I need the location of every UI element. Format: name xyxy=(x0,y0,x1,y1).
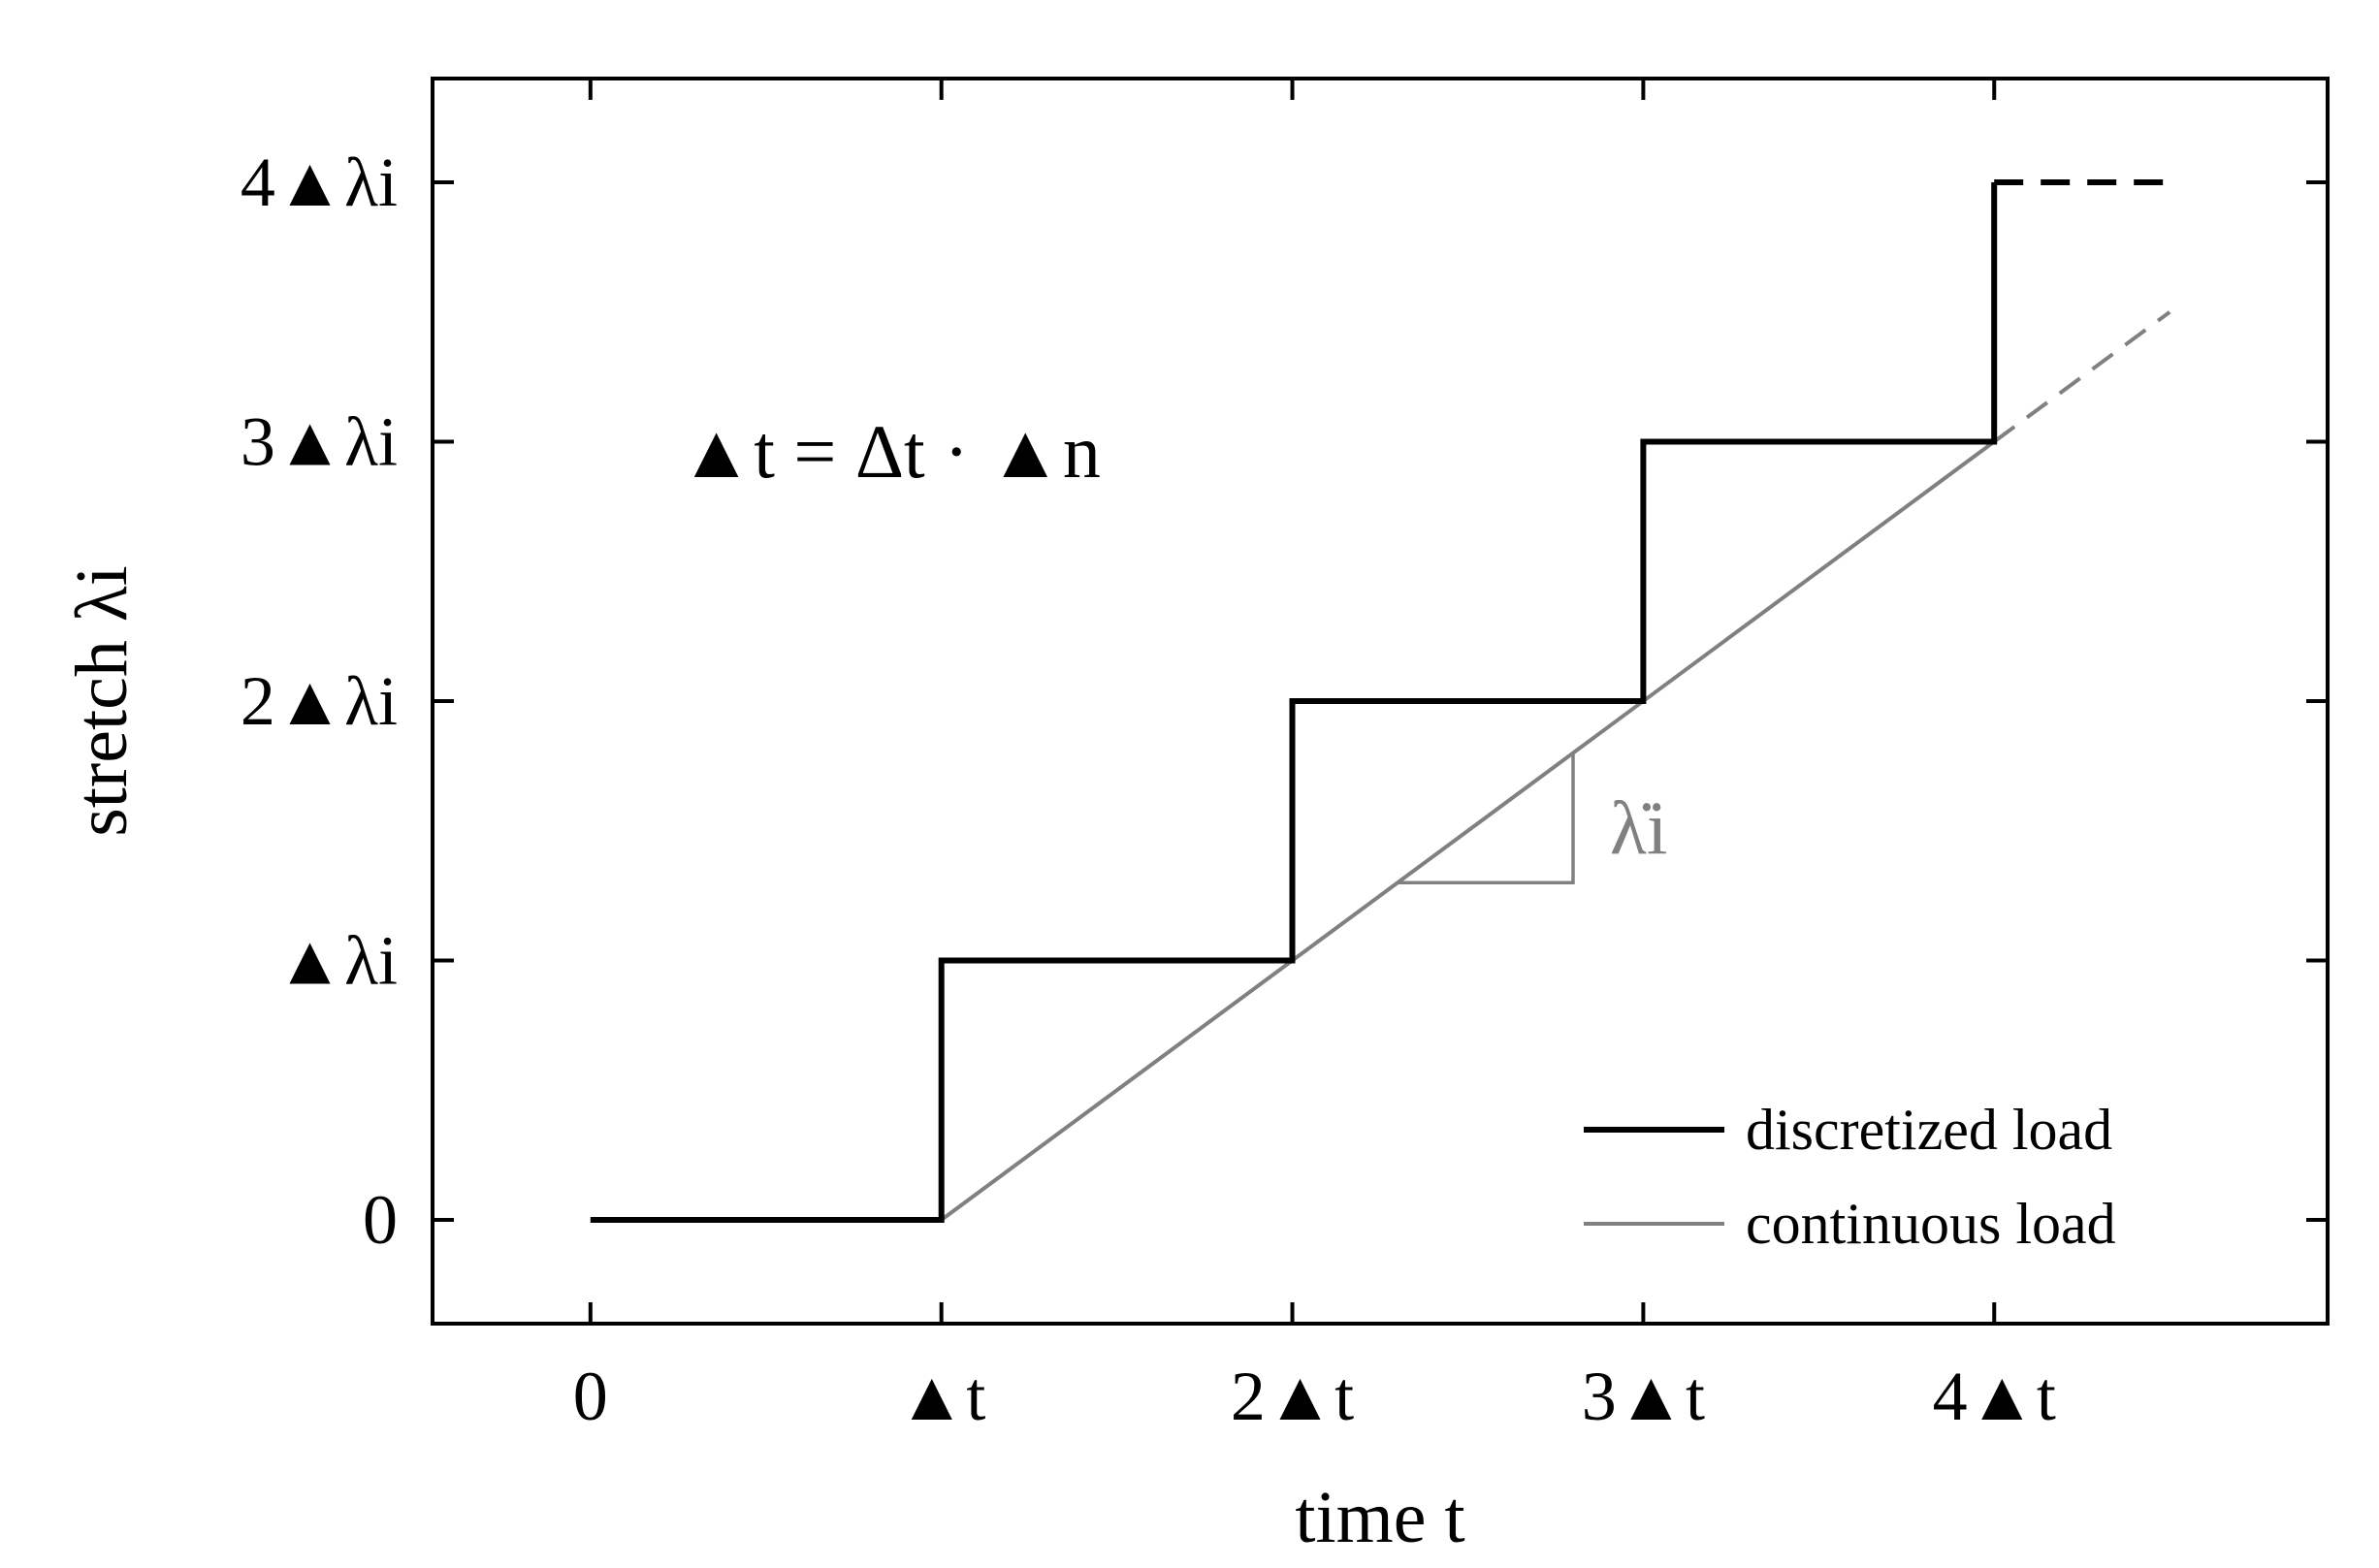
x-tick-label-4: 4▲t xyxy=(1933,1358,2056,1435)
x-tick-label-3: 3▲t xyxy=(1582,1358,1705,1435)
ticks xyxy=(433,79,2328,1324)
series-continuous-load xyxy=(940,439,1996,1222)
x-tick-label-1: ▲t xyxy=(897,1358,985,1435)
y-axis-label: stretch λi xyxy=(61,565,143,837)
legend: discretized load continuous load xyxy=(1584,1098,2116,1256)
y-tick-label-1: ▲λi xyxy=(275,922,398,1000)
x-axis-label: time t xyxy=(1295,1477,1464,1558)
y-tick-label-0: 0 xyxy=(363,1181,398,1259)
x-tick-label-0: 0 xyxy=(573,1358,608,1435)
x-tick-labels: 0 ▲t 2▲t 3▲t 4▲t xyxy=(573,1358,2056,1435)
series-layer xyxy=(590,179,2171,1223)
legend-label-continuous: continuous load xyxy=(1746,1192,2116,1256)
slope-triangle-legs xyxy=(1398,752,1575,885)
series-continuous-load-extension xyxy=(1993,310,2171,444)
y-tick-label-4: 4▲λi xyxy=(241,144,398,221)
rate-annotation: λ̇i xyxy=(1610,785,1668,870)
series-discretized-load xyxy=(590,182,1998,1223)
x-tick-label-2: 2▲t xyxy=(1231,1358,1354,1435)
slope-triangle xyxy=(1398,752,1575,885)
equation-annotation: ▲t = Δt · ▲n xyxy=(679,409,1101,494)
y-tick-label-3: 3▲λi xyxy=(241,403,398,481)
legend-label-discretized: discretized load xyxy=(1746,1098,2112,1162)
y-tick-label-2: 2▲λi xyxy=(241,662,398,740)
y-tick-labels: 0 ▲λi 2▲λi 3▲λi 4▲λi xyxy=(241,144,398,1259)
